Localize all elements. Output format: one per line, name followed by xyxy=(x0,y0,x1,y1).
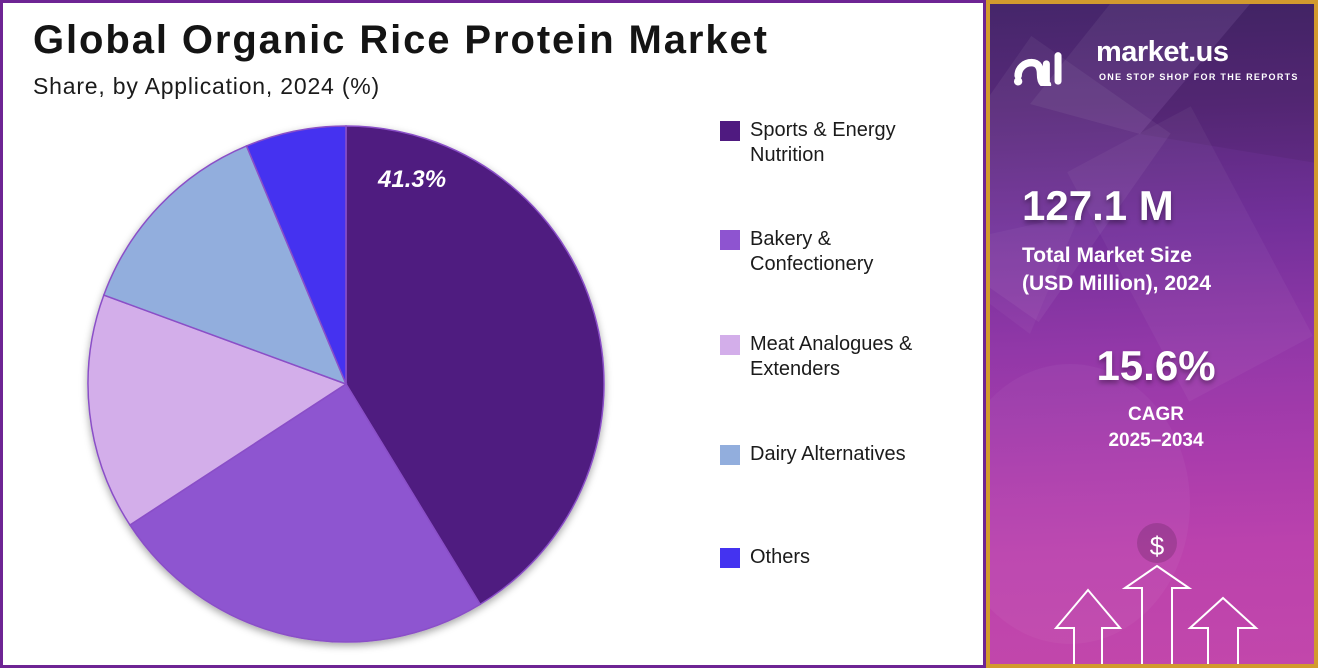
svg-text:$: $ xyxy=(1150,531,1165,561)
svg-text:41.3%: 41.3% xyxy=(377,166,446,193)
